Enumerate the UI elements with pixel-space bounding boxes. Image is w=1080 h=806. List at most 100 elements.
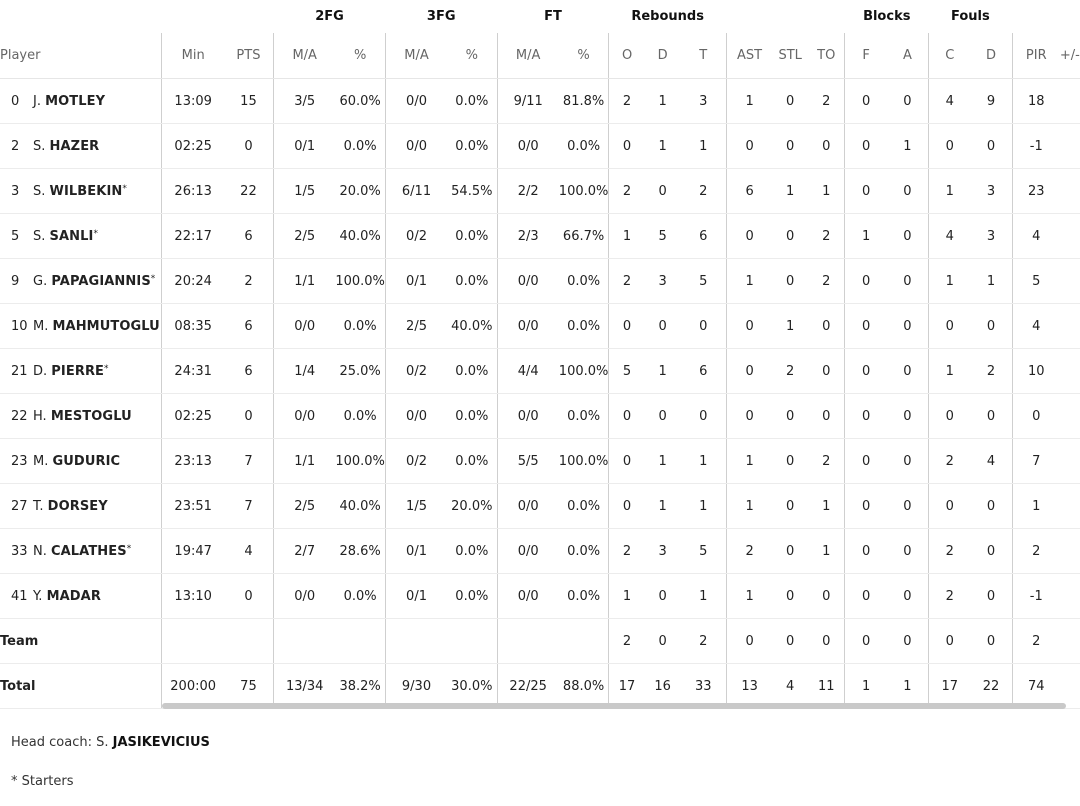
cell-ast: 0 [725, 393, 773, 439]
cell-foul-d: 0 [970, 528, 1013, 574]
player-cell[interactable]: 21 D. PIERRE* [0, 348, 162, 394]
table-row[interactable]: 3 S. WILBEKIN* 26:13 22 1/5 20.0% 6/11 54.5% 2/2… [0, 168, 1080, 214]
player-surname[interactable]: GUDURIC [52, 453, 121, 469]
header-3fg-ma[interactable]: M/A [384, 33, 448, 79]
header-reb-o[interactable]: O [608, 33, 645, 79]
header-min[interactable]: Min [161, 33, 224, 79]
header-ft-pct[interactable]: % [558, 33, 609, 79]
cell-ft-ma: 4/4 [496, 348, 559, 394]
player-cell[interactable]: 2 S. HAZER [0, 123, 162, 169]
table-row[interactable]: 9 G. PAPAGIANNIS* 20:24 2 1/1 100.0% 0/1 0.0% 0/… [0, 258, 1080, 304]
header-foul-d[interactable]: D [970, 33, 1013, 79]
header-reb-t[interactable]: T [680, 33, 727, 79]
table-row[interactable]: 5 S. SANLI* 22:17 6 2/5 40.0% 0/2 0.0% 2/3 66.7% 1… [0, 213, 1080, 259]
player-cell[interactable]: 22 H. MESTOGLU [0, 393, 162, 439]
player-cell[interactable]: 10 M. MAHMUTOGLU [0, 303, 162, 349]
table-row[interactable]: 22 H. MESTOGLU 02:25 0 0/0 0.0% 0/0 0.0% 0/0 0.0%… [0, 393, 1080, 439]
horizontal-scrollbar[interactable] [162, 703, 1066, 709]
cell-reb-t: 33 [680, 663, 727, 709]
player-surname[interactable]: MESTOGLU [50, 408, 132, 424]
header-3fg-pct[interactable]: % [447, 33, 498, 79]
header-pir[interactable]: PIR [1011, 33, 1060, 79]
table-row[interactable]: 27 T. DORSEY 23:51 7 2/5 40.0% 1/5 20.0% 0/0 0.0%… [0, 483, 1080, 529]
table-row[interactable]: 23 M. GUDURIC 23:13 7 1/1 100.0% 0/2 0.0% 5/5 100… [0, 438, 1080, 484]
player-surname[interactable]: DORSEY [47, 498, 108, 514]
table-row[interactable]: 33 N. CALATHES* 19:47 4 2/7 28.6% 0/1 0.0% 0/0 0.… [0, 528, 1080, 574]
cell-fg2-pct: 40.0% [335, 213, 386, 259]
cell-pir: -1 [1011, 573, 1060, 619]
cell-reb-o: 2 [608, 618, 645, 664]
cell-reb-d: 16 [644, 663, 681, 709]
player-surname[interactable]: MOTLEY [45, 93, 106, 109]
player-cell[interactable]: 9 G. PAPAGIANNIS* [0, 258, 162, 304]
player-initial: T. [33, 498, 44, 514]
player-cell[interactable]: 5 S. SANLI* [0, 213, 162, 259]
player-cell[interactable]: 0 J. MOTLEY [0, 78, 162, 124]
header-player[interactable]: Player [0, 33, 162, 79]
cell-ft-ma: 2/2 [496, 168, 559, 214]
player-surname[interactable]: MAHMUTOGLU [52, 318, 160, 334]
player-cell[interactable]: 27 T. DORSEY [0, 483, 162, 529]
header-blk-f[interactable]: F [844, 33, 887, 79]
player-cell[interactable]: 3 S. WILBEKIN* [0, 168, 162, 214]
cell-blk-f: 0 [844, 303, 887, 349]
header-foul-c[interactable]: C [928, 33, 971, 79]
header-2fg-pct[interactable]: % [335, 33, 386, 79]
player-surname[interactable]: CALATHES [51, 543, 127, 559]
header-ast[interactable]: AST [725, 33, 773, 79]
table-row[interactable]: 2 S. HAZER 02:25 0 0/1 0.0% 0/0 0.0% 0/0 0.0% 0 1 1 0… [0, 123, 1080, 169]
cell-reb-o: 5 [608, 348, 645, 394]
table-row[interactable]: 0 J. MOTLEY 13:09 15 3/5 60.0% 0/0 0.0% 9/11 81.8… [0, 78, 1080, 124]
cell-pm [1059, 78, 1080, 124]
player-surname[interactable]: PIERRE [51, 363, 105, 379]
cell-ft-pct: 0.0% [558, 573, 609, 619]
cell-foul-c: 1 [928, 168, 971, 214]
cell-pts: 75 [223, 663, 274, 709]
cell-blk-a: 0 [886, 393, 929, 439]
cell-min: 13:09 [161, 78, 224, 124]
header-2fg-ma[interactable]: M/A [273, 33, 336, 79]
player-surname[interactable]: SANLI [49, 228, 94, 244]
player-surname[interactable]: PAPAGIANNIS [51, 273, 151, 289]
player-number: 23 [11, 453, 28, 469]
cell-reb-t: 1 [680, 573, 727, 619]
cell-pm [1059, 393, 1080, 439]
cell-foul-c: 17 [928, 663, 971, 709]
cell-pir: 7 [1011, 438, 1060, 484]
table-row[interactable]: 41 Y. MADAR 13:10 0 0/0 0.0% 0/1 0.0% 0/0 0.0% 1 0 1… [0, 573, 1080, 619]
cell-min: 19:47 [161, 528, 224, 574]
cell-ast: 1 [725, 78, 773, 124]
cell-fg3-pct: 40.0% [447, 303, 498, 349]
cell-reb-o: 2 [608, 258, 645, 304]
player-cell[interactable]: 33 N. CALATHES* [0, 528, 162, 574]
player-surname[interactable]: MADAR [46, 588, 101, 604]
starter-marker: * [126, 543, 132, 554]
cell-fg3-ma: 1/5 [384, 483, 448, 529]
cell-blk-f: 0 [844, 483, 887, 529]
cell-stl: 0 [772, 483, 809, 529]
header-pts[interactable]: PTS [223, 33, 274, 79]
header-ft-ma[interactable]: M/A [496, 33, 559, 79]
cell-reb-d: 5 [644, 213, 681, 259]
player-cell[interactable]: 41 Y. MADAR [0, 573, 162, 619]
header-stl[interactable]: STL [772, 33, 809, 79]
cell-stl: 4 [772, 663, 809, 709]
cell-ft-pct: 66.7% [558, 213, 609, 259]
cell-min: 02:25 [161, 393, 224, 439]
player-surname[interactable]: WILBEKIN [49, 183, 123, 199]
cell-to: 0 [808, 348, 845, 394]
header-plus-minus[interactable]: +/- [1059, 33, 1080, 79]
header-to[interactable]: TO [808, 33, 845, 79]
table-row[interactable]: 10 M. MAHMUTOGLU 08:35 6 0/0 0.0% 2/5 40.0% 0/0 0… [0, 303, 1080, 349]
cell-foul-c: 0 [928, 618, 971, 664]
cell-pts: 6 [223, 303, 274, 349]
header-blk-a[interactable]: A [886, 33, 929, 79]
cell-fg3-ma: 0/2 [384, 438, 448, 484]
cell-ft-ma [496, 618, 559, 664]
player-cell[interactable]: 23 M. GUDURIC [0, 438, 162, 484]
cell-reb-d: 1 [644, 438, 681, 484]
header-reb-d[interactable]: D [644, 33, 681, 79]
player-number: 3 [11, 183, 20, 199]
table-row[interactable]: 21 D. PIERRE* 24:31 6 1/4 25.0% 0/2 0.0% 4/4 100.… [0, 348, 1080, 394]
player-surname[interactable]: HAZER [49, 138, 100, 154]
